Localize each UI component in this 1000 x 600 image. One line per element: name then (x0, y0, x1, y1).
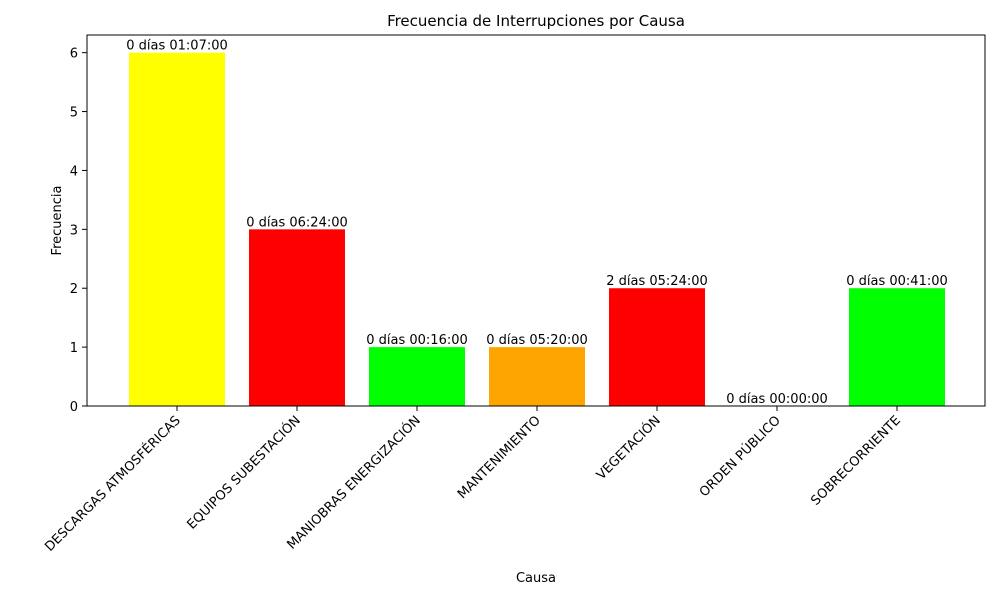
bar (489, 347, 585, 406)
bar-data-label: 0 días 00:41:00 (846, 274, 948, 289)
bar (249, 229, 345, 406)
bar-data-label: 2 días 05:24:00 (606, 274, 708, 289)
bar (369, 347, 465, 406)
chart-title: Frecuencia de Interrupciones por Causa (387, 12, 685, 30)
bar (609, 288, 705, 406)
x-tick-label: VEGETACIÓN (593, 413, 664, 484)
bar-data-label: 0 días 05:20:00 (486, 333, 588, 348)
x-tick-label: MANTENIMIENTO (455, 413, 544, 502)
x-tick-label: DESCARGAS ATMOSFÉRICAS (42, 413, 184, 555)
y-tick-label: 5 (70, 106, 78, 121)
y-tick-label: 1 (70, 341, 78, 356)
y-tick-label: 6 (70, 47, 78, 62)
bar (129, 52, 225, 407)
bar-data-label: 0 días 00:00:00 (726, 392, 828, 407)
y-tick-label: 0 (70, 400, 78, 415)
x-axis: DESCARGAS ATMOSFÉRICAS EQUIPOS SUBESTACIÓ… (42, 406, 904, 555)
bar (849, 288, 945, 406)
y-axis-label: Frecuencia (50, 186, 65, 256)
y-tick-label: 2 (70, 282, 78, 297)
x-tick-label: SOBRECORRIENTE (808, 413, 903, 508)
bars-group (129, 52, 945, 407)
x-tick-label: EQUIPOS SUBESTACIÓN (184, 413, 304, 533)
y-tick-label: 3 (70, 223, 78, 238)
bar-data-label: 0 días 06:24:00 (246, 215, 348, 230)
x-tick-label: ORDEN PÚBLICO (696, 413, 784, 501)
x-axis-label: Causa (516, 571, 556, 586)
bar-data-label: 0 días 01:07:00 (126, 39, 228, 54)
data-labels: 0 días 01:07:00 0 días 06:24:00 0 días 00:… (126, 39, 948, 407)
plot-frame (86, 34, 986, 407)
x-tick-label: MANIOBRAS ENERGIZACIÓN (284, 413, 424, 553)
y-axis: 0 1 2 3 4 5 6 (70, 47, 87, 415)
y-tick-label: 4 (70, 164, 78, 179)
bar-data-label: 0 días 00:16:00 (366, 333, 468, 348)
